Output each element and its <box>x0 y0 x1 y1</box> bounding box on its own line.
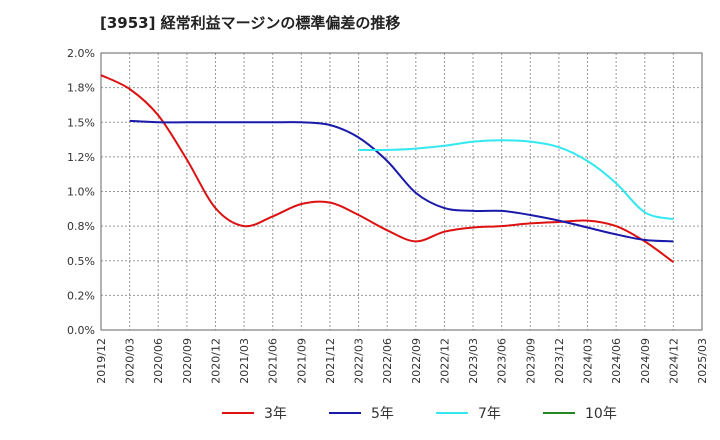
x-tick-label: 2022/12 <box>438 338 451 384</box>
series-layer <box>100 74 674 263</box>
x-tick-label: 2021/06 <box>267 338 280 384</box>
x-tick-label: 2020/09 <box>181 338 194 384</box>
x-tick-label: 2022/09 <box>410 338 423 384</box>
x-tick-label: 2021/03 <box>238 338 251 384</box>
x-tick-label: 2021/09 <box>295 338 308 384</box>
x-tick-label: 2021/12 <box>324 338 337 384</box>
y-tick-label: 1.2% <box>67 151 95 164</box>
y-tick-label: 1.0% <box>67 186 95 199</box>
legend-label-3: 10年 <box>585 406 617 422</box>
series-line-1 <box>129 119 674 243</box>
x-tick-label: 2022/03 <box>353 338 366 384</box>
x-tick-label: 2019/12 <box>95 338 108 384</box>
y-tick-label: 1.8% <box>67 82 95 95</box>
y-tick-label: 0.5% <box>67 255 95 268</box>
x-tick-label: 2023/03 <box>467 338 480 384</box>
y-tick-label: 1.5% <box>67 116 95 129</box>
x-tick-label: 2023/09 <box>524 338 537 384</box>
series-line-0 <box>100 74 674 263</box>
x-tick-label: 2024/06 <box>610 338 623 384</box>
x-tick-label: 2024/12 <box>667 338 680 384</box>
x-tick-label: 2020/03 <box>124 338 137 384</box>
series-line-2 <box>358 139 674 221</box>
chart-title: [3953] 経常利益マージンの標準偏差の推移 <box>100 14 401 32</box>
x-tick-label: 2020/12 <box>209 338 222 384</box>
y-tick-label: 0.8% <box>67 220 95 233</box>
x-tick-label: 2024/03 <box>582 338 595 384</box>
x-tick-label: 2024/09 <box>639 338 652 384</box>
plot-border <box>100 52 703 331</box>
x-tick-label: 2023/12 <box>553 338 566 384</box>
axis-layer: 0.0% 0.2% 0.5% 0.8% 1.0% 1.2% 1.5% 1.8% 2.0% 2019… <box>67 47 709 384</box>
y-tick-label: 2.0% <box>67 47 95 60</box>
legend-label-0: 3年 <box>264 406 287 422</box>
x-tick-label: 2023/06 <box>496 338 509 384</box>
x-tick-label: 2025/03 <box>696 338 709 384</box>
legend: 3年 5年 7年 10年 <box>222 406 617 422</box>
y-tick-label: 0.2% <box>67 289 95 302</box>
legend-label-1: 5年 <box>371 406 394 422</box>
legend-label-2: 7年 <box>478 406 501 422</box>
x-tick-label: 2022/06 <box>381 338 394 384</box>
y-tick-label: 0.0% <box>67 324 95 337</box>
grid-layer <box>100 52 703 331</box>
x-tick-label: 2020/06 <box>152 338 165 384</box>
